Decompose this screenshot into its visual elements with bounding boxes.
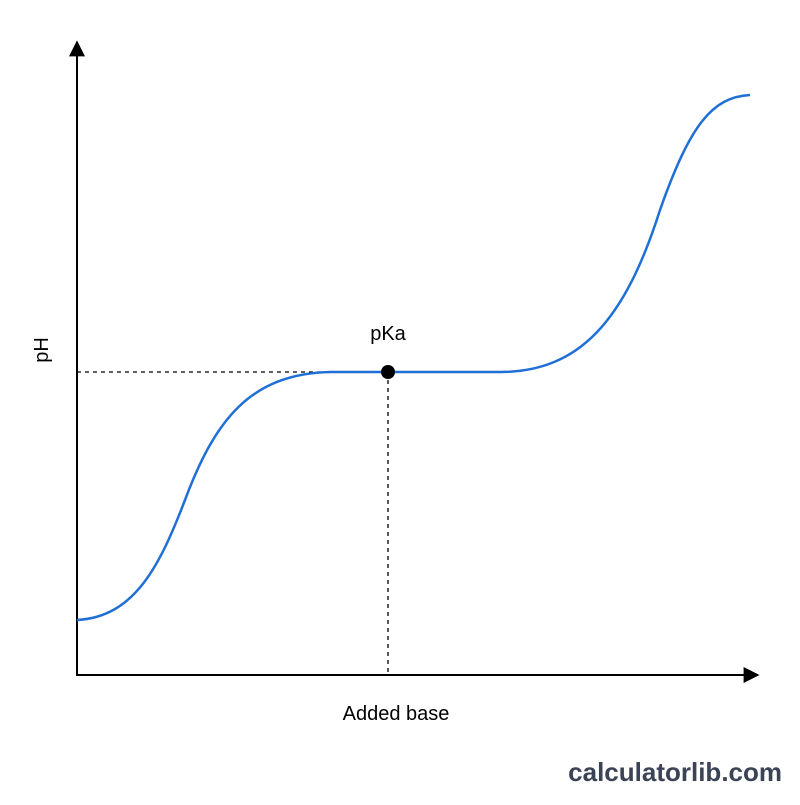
pka-point bbox=[381, 365, 395, 379]
y-axis-label: pH bbox=[31, 337, 53, 363]
titration-curve bbox=[76, 93, 751, 622]
x-axis-label: Added base bbox=[343, 703, 450, 725]
point-label: pKa bbox=[370, 323, 406, 345]
watermark: calculatorlib.com bbox=[568, 757, 782, 787]
